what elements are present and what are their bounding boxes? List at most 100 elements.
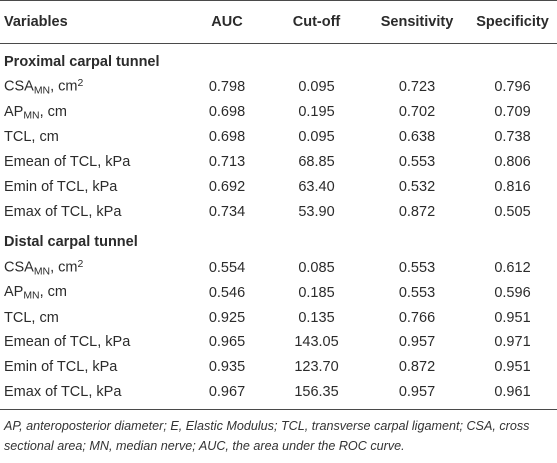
- variable-label: Emin of TCL, kPa: [0, 175, 187, 200]
- variable-name: TCL, cm: [4, 309, 59, 326]
- table-row: APMN, cm 0.546 0.185 0.553 0.596: [0, 280, 557, 305]
- specificity-cell: 0.612: [494, 259, 531, 276]
- specificity-cell: 0.709: [494, 104, 531, 121]
- auc-cell: 0.713: [208, 154, 246, 171]
- table-header: Variables AUC Cut-off Sensitivity Specif…: [0, 0, 557, 44]
- variable-label: Emax of TCL, kPa: [0, 199, 187, 224]
- variable-label: TCL, cm: [0, 125, 187, 150]
- variable-name: Emean of TCL, kPa: [4, 154, 131, 171]
- sensitivity-cell: 0.957: [398, 334, 436, 351]
- sensitivity-cell: 0.957: [398, 384, 436, 401]
- cutoff-cell: 0.085: [298, 259, 335, 276]
- table-row: Emax of TCL, kPa 0.967 156.35 0.957 0.961: [0, 380, 557, 409]
- auc-cell: 0.935: [208, 359, 246, 376]
- table-row: Emin of TCL, kPa 0.935 123.70 0.872 0.951: [0, 355, 557, 380]
- specificity-cell: 0.505: [494, 203, 531, 220]
- auc-cell: 0.698: [208, 104, 246, 121]
- variable-label: CSAMN, cm2: [0, 75, 187, 100]
- auc-cell: 0.692: [208, 179, 246, 195]
- table-body: Proximal carpal tunnel CSAMN, cm2 0.798 0.0…: [0, 44, 557, 410]
- variable-label: CSAMN, cm2: [0, 255, 187, 280]
- cutoff-cell: 123.70: [294, 359, 339, 376]
- table-footnote: AP, anteroposterior diameter; E, Elastic…: [4, 418, 530, 453]
- sensitivity-cell: 0.532: [398, 179, 436, 195]
- sensitivity-cell: 0.723: [398, 79, 436, 96]
- variable-label: Emean of TCL, kPa: [0, 150, 187, 175]
- variable-name: Emax of TCL, kPa: [4, 384, 122, 401]
- variable-name: AP: [4, 103, 24, 120]
- specificity-cell: 0.971: [494, 334, 531, 351]
- variable-label: Emin of TCL, kPa: [0, 355, 187, 380]
- variable-name: CSA: [4, 78, 34, 95]
- header-cutoff: Cut-off: [292, 14, 341, 30]
- table-row: TCL, cm 0.698 0.095 0.638 0.738: [0, 125, 557, 150]
- variable-subscript: MN: [33, 85, 51, 97]
- variable-label: APMN, cm: [0, 100, 187, 125]
- cutoff-cell: 0.095: [298, 129, 335, 146]
- header-specificity: Specificity: [476, 14, 549, 30]
- header-row: Variables AUC Cut-off Sensitivity Specif…: [0, 0, 557, 44]
- variable-label: APMN, cm: [0, 280, 187, 305]
- variable-subscript: MN: [23, 110, 40, 122]
- header-auc: AUC: [211, 14, 243, 30]
- specificity-cell: 0.951: [494, 359, 531, 376]
- sensitivity-cell: 0.702: [398, 104, 436, 121]
- auc-cell: 0.698: [208, 129, 246, 146]
- variable-subscript: MN: [23, 290, 40, 302]
- section-title: Proximal carpal tunnel: [4, 53, 160, 70]
- auc-cell: 0.546: [208, 284, 246, 301]
- variable-name: TCL, cm: [4, 129, 59, 146]
- variable-unit: , cm: [50, 78, 78, 95]
- variable-label: Emean of TCL, kPa: [0, 330, 187, 355]
- auc-cell: 0.925: [208, 309, 246, 326]
- auc-cell: 0.967: [208, 384, 246, 401]
- section-title: Distal carpal tunnel: [4, 233, 138, 250]
- section-header-row: Proximal carpal tunnel: [0, 44, 557, 76]
- variable-unit: , cm: [39, 103, 67, 120]
- auc-cell: 0.554: [208, 259, 246, 276]
- cutoff-cell: 0.095: [298, 79, 335, 96]
- variable-label: TCL, cm: [0, 305, 187, 330]
- cutoff-cell: 0.185: [298, 284, 335, 301]
- section-header-row: Distal carpal tunnel: [0, 224, 557, 255]
- sensitivity-cell: 0.766: [398, 309, 436, 326]
- table-row: APMN, cm 0.698 0.195 0.702 0.709: [0, 100, 557, 125]
- header-variables: Variables: [4, 14, 68, 30]
- table-row: Emean of TCL, kPa 0.713 68.85 0.553 0.806: [0, 150, 557, 175]
- variable-name: Emax of TCL, kPa: [4, 203, 122, 220]
- variable-name: Emean of TCL, kPa: [4, 334, 131, 351]
- sensitivity-cell: 0.872: [398, 359, 436, 376]
- cutoff-cell: 53.90: [298, 203, 335, 220]
- sensitivity-cell: 0.553: [398, 284, 436, 301]
- auc-cell: 0.965: [208, 334, 246, 351]
- variable-superscript: 2: [77, 78, 84, 90]
- sensitivity-cell: 0.638: [398, 129, 436, 146]
- sensitivity-cell: 0.872: [398, 203, 436, 220]
- variable-unit: , cm: [50, 259, 78, 276]
- cutoff-cell: 0.135: [298, 309, 335, 326]
- sensitivity-cell: 0.553: [398, 259, 436, 276]
- table-row: Emean of TCL, kPa 0.965 143.05 0.957 0.971: [0, 330, 557, 355]
- variable-subscript: MN: [33, 265, 51, 277]
- header-sensitivity: Sensitivity: [380, 14, 454, 30]
- specificity-cell: 0.596: [494, 284, 531, 301]
- sensitivity-cell: 0.553: [398, 154, 436, 171]
- specificity-cell: 0.961: [494, 384, 531, 401]
- cutoff-cell: 68.85: [298, 154, 335, 171]
- variable-name: Emin of TCL, kPa: [4, 359, 118, 376]
- variable-name: AP: [4, 283, 24, 300]
- table-row: CSAMN, cm2 0.798 0.095 0.723 0.796: [0, 75, 557, 100]
- roc-results-table: Variables AUC Cut-off Sensitivity Specif…: [0, 0, 557, 410]
- specificity-cell: 0.738: [494, 129, 531, 146]
- cutoff-cell: 63.40: [298, 179, 335, 195]
- cutoff-cell: 0.195: [298, 104, 335, 121]
- table-row: Emax of TCL, kPa 0.734 53.90 0.872 0.505: [0, 199, 557, 224]
- specificity-cell: 0.816: [494, 179, 531, 195]
- cutoff-cell: 156.35: [294, 384, 339, 401]
- cutoff-cell: 143.05: [294, 334, 339, 351]
- specificity-cell: 0.806: [494, 154, 531, 171]
- table-row: Emin of TCL, kPa 0.692 63.40 0.532 0.816: [0, 175, 557, 200]
- variable-name: Emin of TCL, kPa: [4, 179, 118, 195]
- auc-cell: 0.734: [208, 203, 246, 220]
